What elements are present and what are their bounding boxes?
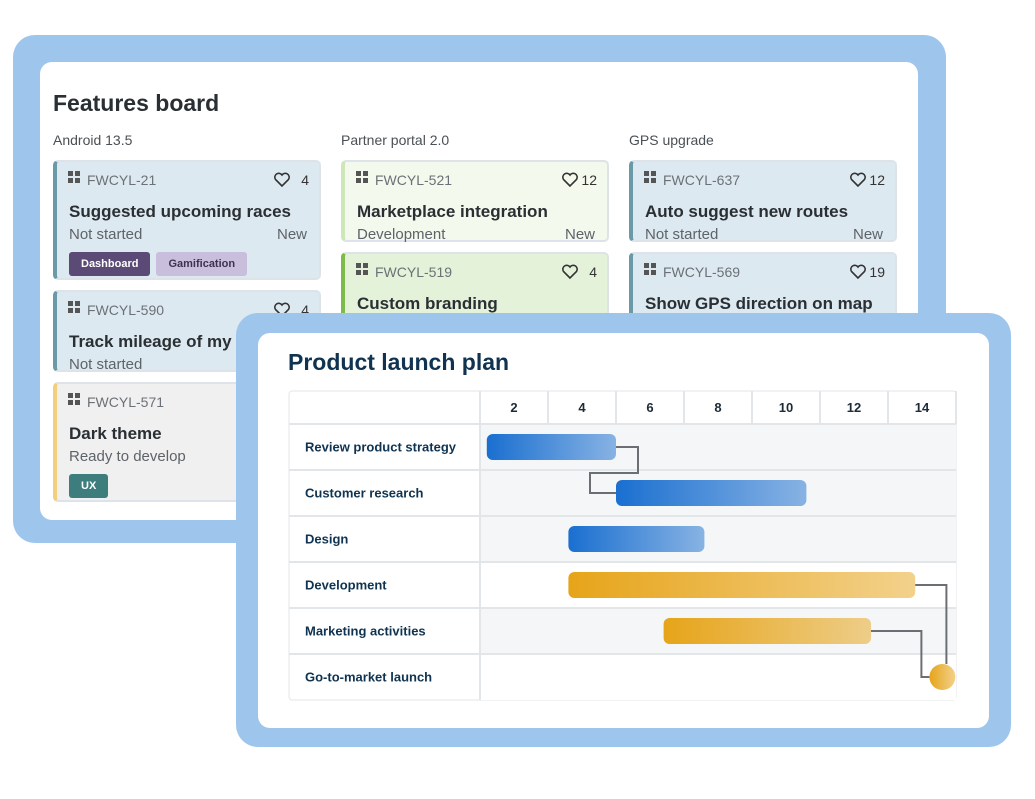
drag-handle xyxy=(355,170,369,189)
vote-icon xyxy=(849,264,867,285)
drag-handle xyxy=(643,262,657,281)
x-tick-label: 2 xyxy=(510,400,517,415)
column-name: Partner portal 2.0 xyxy=(341,132,450,148)
card-id: FWCYL-637 xyxy=(663,172,741,188)
dependency-line xyxy=(589,446,639,494)
feature-card: FWCYL-521 12 Marketplace integration Develo… xyxy=(341,160,609,243)
task-name: Development xyxy=(305,577,387,592)
x-tick-label: 14 xyxy=(915,400,930,415)
card-stage: New xyxy=(276,226,307,243)
card-id: FWCYL-519 xyxy=(375,264,453,280)
dependency-line xyxy=(871,630,930,678)
milestone xyxy=(929,664,956,690)
card-stage: New xyxy=(852,226,883,243)
drag-handle xyxy=(67,392,81,411)
task-name: Review product strategy xyxy=(305,439,457,454)
vote-count: 4 xyxy=(301,302,309,318)
vote-count: 4 xyxy=(301,172,309,188)
x-tick-label: 8 xyxy=(714,400,721,415)
vote-count: 19 xyxy=(869,264,885,280)
card-status: Not started xyxy=(645,226,719,243)
tag-list: UX xyxy=(69,474,109,498)
card-title: Custom branding xyxy=(357,294,498,313)
tag: Gamification xyxy=(156,252,248,276)
feature-card: FWCYL-637 12 Auto suggest new routes Not st… xyxy=(629,160,897,243)
card-stage: New xyxy=(564,226,595,243)
dependency-line xyxy=(915,584,948,664)
drag-handle xyxy=(67,300,81,319)
tag: UX xyxy=(69,474,109,498)
column-name: Android 13.5 xyxy=(53,132,133,148)
card-status: Not started xyxy=(69,356,143,373)
task-name: Customer research xyxy=(305,485,424,500)
card-status: Development xyxy=(357,226,446,243)
task-bar xyxy=(568,526,705,552)
vote-count: 4 xyxy=(589,264,597,280)
task-bar xyxy=(568,572,916,598)
task-name: Design xyxy=(305,531,348,546)
x-tick-label: 10 xyxy=(779,400,793,415)
card-status: Ready to develop xyxy=(69,448,186,465)
vote-icon xyxy=(561,264,579,285)
x-tick-label: 4 xyxy=(578,400,586,415)
card-status: Not started xyxy=(69,226,143,243)
tag: Dashboard xyxy=(69,252,151,276)
gantt-title: Product launch plan xyxy=(288,349,509,375)
vote-count: 12 xyxy=(869,172,885,188)
task-bar xyxy=(663,618,871,644)
card-title: Marketplace integration xyxy=(357,202,548,221)
vote-icon xyxy=(561,172,579,193)
vote-icon xyxy=(273,302,291,323)
row-background xyxy=(480,516,956,562)
card-id: FWCYL-571 xyxy=(87,394,165,410)
card-title: Suggested upcoming races xyxy=(69,202,291,221)
card-id: FWCYL-590 xyxy=(87,302,165,318)
tag-list: Dashboard Gamification xyxy=(69,252,248,276)
task-bar xyxy=(486,434,616,460)
vote-icon xyxy=(273,172,291,193)
drag-handle xyxy=(355,262,369,281)
column-name: GPS upgrade xyxy=(629,132,714,148)
drag-handle xyxy=(67,170,81,189)
feature-card: FWCYL-21 4 Suggested upcoming races Not sta… xyxy=(53,160,321,280)
board-panel: Features board Android 13.5 FWCYL-21 4 Sugg… xyxy=(40,62,918,520)
card-title: Track mileage of my tires xyxy=(69,332,273,351)
x-tick-label: 12 xyxy=(847,400,861,415)
card-id: FWCYL-569 xyxy=(663,264,741,280)
card-title: Show GPS direction on map xyxy=(645,294,873,313)
drag-handle xyxy=(643,170,657,189)
vote-count: 12 xyxy=(581,172,597,188)
task-name: Marketing activities xyxy=(305,623,426,638)
row-background xyxy=(480,654,956,700)
vote-icon xyxy=(849,172,867,193)
card-id: FWCYL-21 xyxy=(87,172,157,188)
card-title: Dark theme xyxy=(69,424,162,443)
card-title: Auto suggest new routes xyxy=(645,202,849,221)
task-bar xyxy=(616,480,807,506)
board-title: Features board xyxy=(53,90,220,116)
task-name: Go-to-market launch xyxy=(305,669,432,684)
x-tick-label: 6 xyxy=(646,400,653,415)
card-id: FWCYL-521 xyxy=(375,172,453,188)
